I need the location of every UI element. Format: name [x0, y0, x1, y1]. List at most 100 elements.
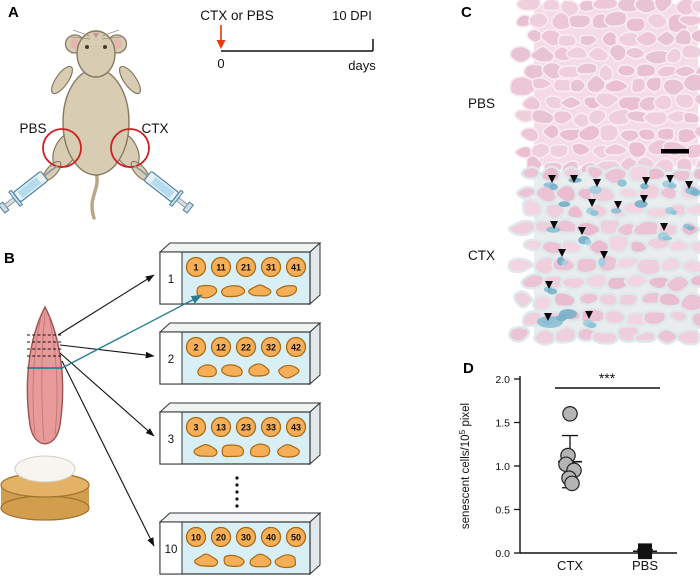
muscle-fiber — [665, 47, 683, 64]
slide-index-box — [159, 411, 183, 465]
muscle-fiber — [682, 111, 700, 124]
right-injection-label: CTX — [142, 121, 169, 136]
tissue-section — [194, 553, 219, 568]
muscle-fiber — [584, 272, 609, 290]
arrowhead-marker — [660, 223, 668, 231]
muscle-fiber — [642, 309, 668, 327]
muscle-fiber — [521, 94, 542, 111]
muscle-fiber — [690, 310, 700, 330]
muscle-fiber — [664, 274, 691, 294]
muscle-fiber — [541, 0, 561, 12]
data-point-circle — [564, 475, 580, 492]
muscle-fiber — [605, 275, 631, 292]
arrowhead-marker — [545, 281, 553, 289]
numbered-section — [285, 526, 307, 548]
muscle-fiber — [575, 256, 599, 275]
sa-beta-gal-stain — [547, 288, 558, 295]
muscle-fiber — [603, 10, 628, 28]
muscle-fiber — [646, 166, 667, 182]
arrowhead-marker — [666, 175, 674, 183]
muscle-fiber — [527, 11, 549, 29]
muscle-fiber — [509, 45, 533, 64]
muscle-fiber — [643, 206, 673, 220]
muscle-fiber — [690, 0, 700, 14]
sa-beta-gal-stain — [590, 209, 599, 216]
muscle-fiber — [635, 62, 657, 78]
muscle-fiber — [634, 0, 660, 14]
muscle-fiber — [616, 64, 636, 77]
pbs-histology-image — [509, 0, 700, 176]
muscle-fiber — [642, 110, 669, 127]
muscle-fiber — [603, 308, 627, 326]
timeline-start-label: 0 — [217, 56, 224, 71]
muscle-fiber — [531, 77, 553, 90]
muscle-fiber — [604, 78, 629, 94]
muscle-fiber — [653, 0, 673, 13]
tissue-section — [278, 364, 300, 379]
muscle-fiber — [645, 76, 663, 93]
y-tick-label: 0.0 — [495, 548, 510, 560]
muscle-fiber — [515, 0, 542, 12]
muscle-fiber — [668, 238, 692, 253]
tissue-section — [274, 554, 297, 569]
sa-beta-gal-stain — [611, 208, 622, 214]
sa-beta-gal-stain — [584, 239, 592, 246]
section-number: 42 — [291, 342, 301, 352]
experiment-timeline: CTX or PBS 10 DPI 0 days — [200, 8, 376, 73]
arrowhead-marker — [585, 311, 593, 319]
numbered-section — [260, 256, 282, 278]
arrowhead-marker — [640, 195, 648, 203]
slide-index-number: 1 — [168, 274, 174, 286]
arrowhead-marker — [614, 201, 622, 209]
numbered-section — [285, 336, 307, 358]
muscle-fiber — [655, 30, 676, 47]
muscle-fiber — [603, 142, 628, 156]
muscle-fiber — [659, 256, 682, 273]
data-point-square — [638, 545, 652, 560]
slide-index-box — [159, 521, 183, 575]
slide-side-face — [309, 511, 321, 576]
muscle-fiber — [674, 92, 695, 110]
mouse-eye — [85, 45, 89, 49]
sa-beta-gal-stain — [556, 314, 567, 322]
muscle-fiber — [560, 275, 587, 291]
muscle-fiber — [677, 127, 698, 144]
muscle-fiber — [572, 112, 591, 129]
section-number: 1 — [193, 262, 198, 272]
injection-site-circle-right — [110, 128, 150, 168]
muscle-fiber — [637, 127, 657, 142]
section-number: 13 — [216, 422, 226, 432]
muscle-fiber — [679, 291, 700, 313]
section-number: 43 — [291, 422, 301, 432]
panel-a-label: A — [8, 4, 19, 21]
muscle-fiber — [615, 255, 641, 270]
section-number: 3 — [193, 422, 198, 432]
muscle-fiber — [631, 219, 660, 237]
muscle-fiber — [633, 329, 657, 344]
panel-d-chart: 0.0 0.5 1.0 1.5 2.0 CTX PBS *** senescent cell… — [457, 370, 677, 573]
muscle-fiber — [544, 202, 566, 221]
muscle-fiber — [566, 203, 585, 220]
muscle-fiber — [688, 240, 700, 254]
muscle-fiber — [668, 309, 689, 324]
muscle-fiber — [570, 142, 591, 157]
panel-a-graphic: PBS CTX CTX or PBS 10 DPI 0 days — [0, 8, 376, 220]
sa-beta-gal-stain — [589, 185, 602, 195]
muscle-fiber — [519, 126, 540, 143]
muscle-fiber — [520, 165, 541, 180]
numbered-section — [185, 526, 207, 548]
muscle-fiber — [591, 0, 619, 11]
pbs-image-label: PBS — [468, 96, 496, 111]
numbered-section — [185, 336, 207, 358]
sa-beta-gal-stain — [561, 260, 569, 266]
muscle-fiber — [552, 109, 574, 126]
sa-beta-gal-stain — [670, 210, 677, 215]
arrowhead-marker — [588, 199, 596, 207]
muscle-fiber — [690, 28, 700, 44]
muscle-fiber — [508, 219, 537, 237]
arrowhead-marker — [685, 181, 693, 189]
muscle-fiber — [532, 294, 554, 312]
numbered-section — [185, 256, 207, 278]
numbered-section — [235, 416, 257, 438]
